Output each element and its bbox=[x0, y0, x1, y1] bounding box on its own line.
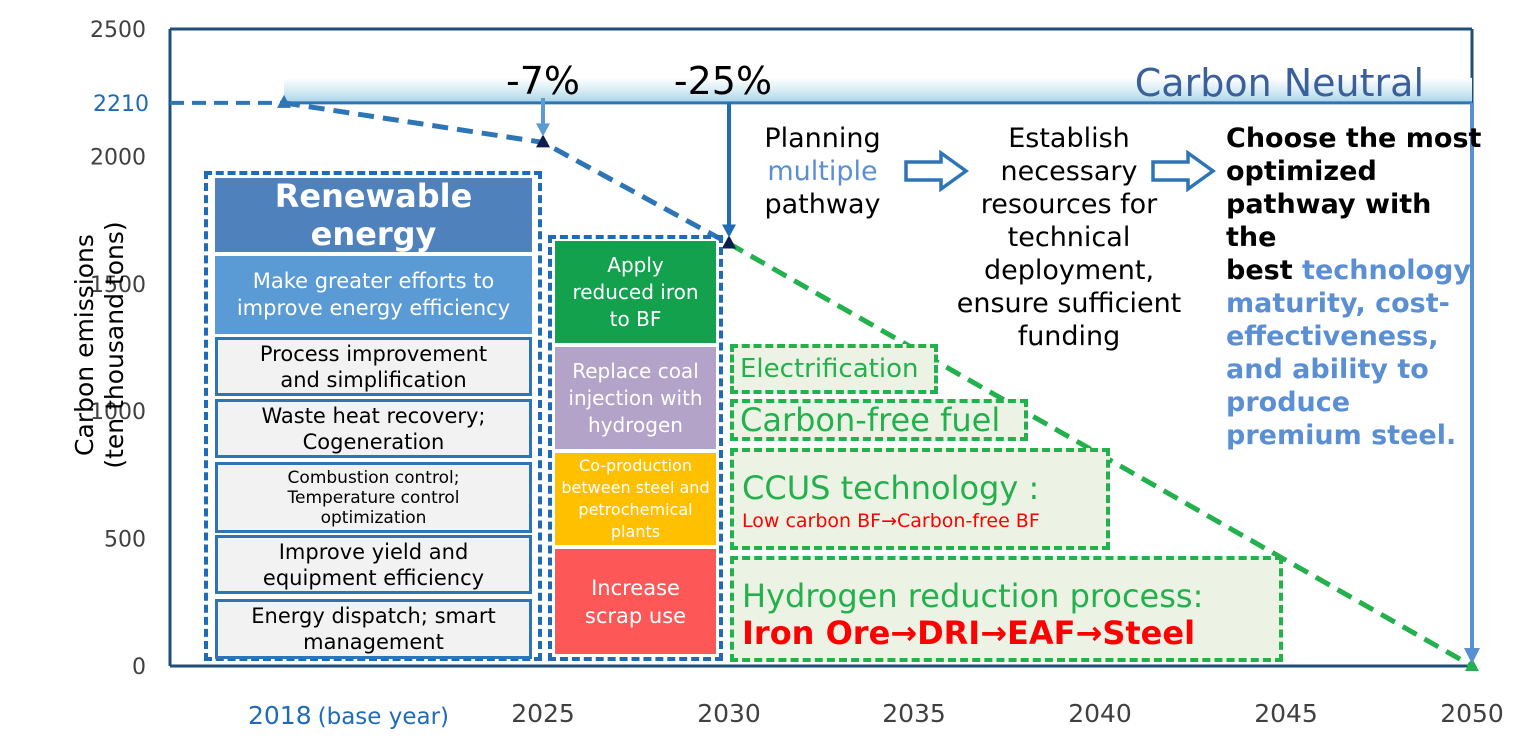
ccus-box: CCUS technology : Low carbon BF→Carbon-f… bbox=[730, 448, 1110, 550]
left-item-process: Process improvement and simplification bbox=[215, 337, 532, 396]
x-tick-label: 2025 bbox=[511, 699, 575, 728]
renewable-energy-box: Renewable energy bbox=[215, 177, 532, 253]
data-point-marker bbox=[722, 235, 736, 249]
x-tick-label: 2035 bbox=[882, 699, 946, 728]
x-tick-label: 2040 bbox=[1068, 699, 1132, 728]
y-tick-label: 0 bbox=[132, 655, 146, 680]
carbon-free-fuel-box: Carbon-free fuel bbox=[730, 399, 1028, 441]
carbon-neutral-title: Carbon Neutral bbox=[1135, 61, 1424, 105]
mid-item-hydrogen-injection: Replace coal injection with hydrogen bbox=[555, 347, 716, 449]
step-planning: Planning multiple pathway bbox=[764, 123, 881, 220]
mid-item-reduced-iron: Apply reduced iron to BF bbox=[555, 241, 716, 343]
y-tick-label-2210: 2210 bbox=[93, 92, 149, 117]
annotation-arrowhead bbox=[536, 123, 550, 137]
data-point-marker bbox=[536, 134, 550, 148]
left-item-waste-heat: Waste heat recovery; Cogeneration bbox=[215, 399, 532, 458]
carbon-neutral-arrowhead bbox=[1464, 648, 1480, 664]
arrow-right-icon bbox=[904, 150, 969, 192]
x-tick-label: 2050 bbox=[1440, 699, 1504, 728]
y-axis-label-line-2: (ten thousand tons) bbox=[100, 221, 129, 469]
mid-column-frame bbox=[548, 235, 723, 661]
left-item-yield: Improve yield and equipment efficiency bbox=[215, 535, 532, 594]
step-choose: Choose the most optimized pathway with t… bbox=[1226, 123, 1482, 451]
y-tick-label: 2500 bbox=[90, 18, 146, 43]
x-tick-label: 2030 bbox=[697, 699, 761, 728]
mid-item-scrap: Increase scrap use bbox=[555, 549, 716, 654]
annotation-arrowhead bbox=[722, 224, 736, 238]
y-tick-label: 1500 bbox=[90, 273, 146, 298]
annotation-label: -7% bbox=[506, 59, 580, 103]
left-item-combustion: Combustion control; Temperature control … bbox=[215, 462, 532, 533]
y-axis-label-line-1: Carbon emissions bbox=[70, 234, 99, 456]
y-tick-label: 500 bbox=[104, 528, 146, 553]
step-establish: Establish necessary resources for techni… bbox=[956, 123, 1182, 352]
energy-efficiency-box: Make greater efforts to improve energy e… bbox=[215, 256, 532, 334]
y-axis-label: Carbon emissions (ten thousand tons) bbox=[55, 95, 145, 595]
annotation-label: -25% bbox=[674, 59, 772, 103]
banner-bar bbox=[284, 77, 1472, 103]
x-tick-label-base: 2018 (base year) bbox=[248, 701, 449, 730]
base-year-label: (base year) bbox=[318, 704, 449, 730]
electrification-box: Electrification bbox=[730, 344, 938, 394]
data-point-marker bbox=[277, 94, 291, 108]
left-item-energy-dispatch: Energy dispatch; smart management bbox=[215, 599, 532, 659]
y-tick-label: 2000 bbox=[90, 145, 146, 170]
x-tick-label: 2018 bbox=[248, 701, 312, 730]
left-column-frame bbox=[204, 171, 542, 661]
carbon-neutral-banner: Carbon Neutral bbox=[284, 61, 1472, 105]
data-point-marker bbox=[1465, 658, 1479, 671]
arrow-right-icon bbox=[1151, 150, 1216, 192]
y-tick-label: 1000 bbox=[90, 400, 146, 425]
mid-item-co-production: Co-production between steel and petroche… bbox=[555, 453, 716, 545]
hydrogen-process-box: Hydrogen reduction process: Iron Ore→DRI… bbox=[730, 556, 1283, 662]
x-tick-label: 2045 bbox=[1254, 699, 1318, 728]
